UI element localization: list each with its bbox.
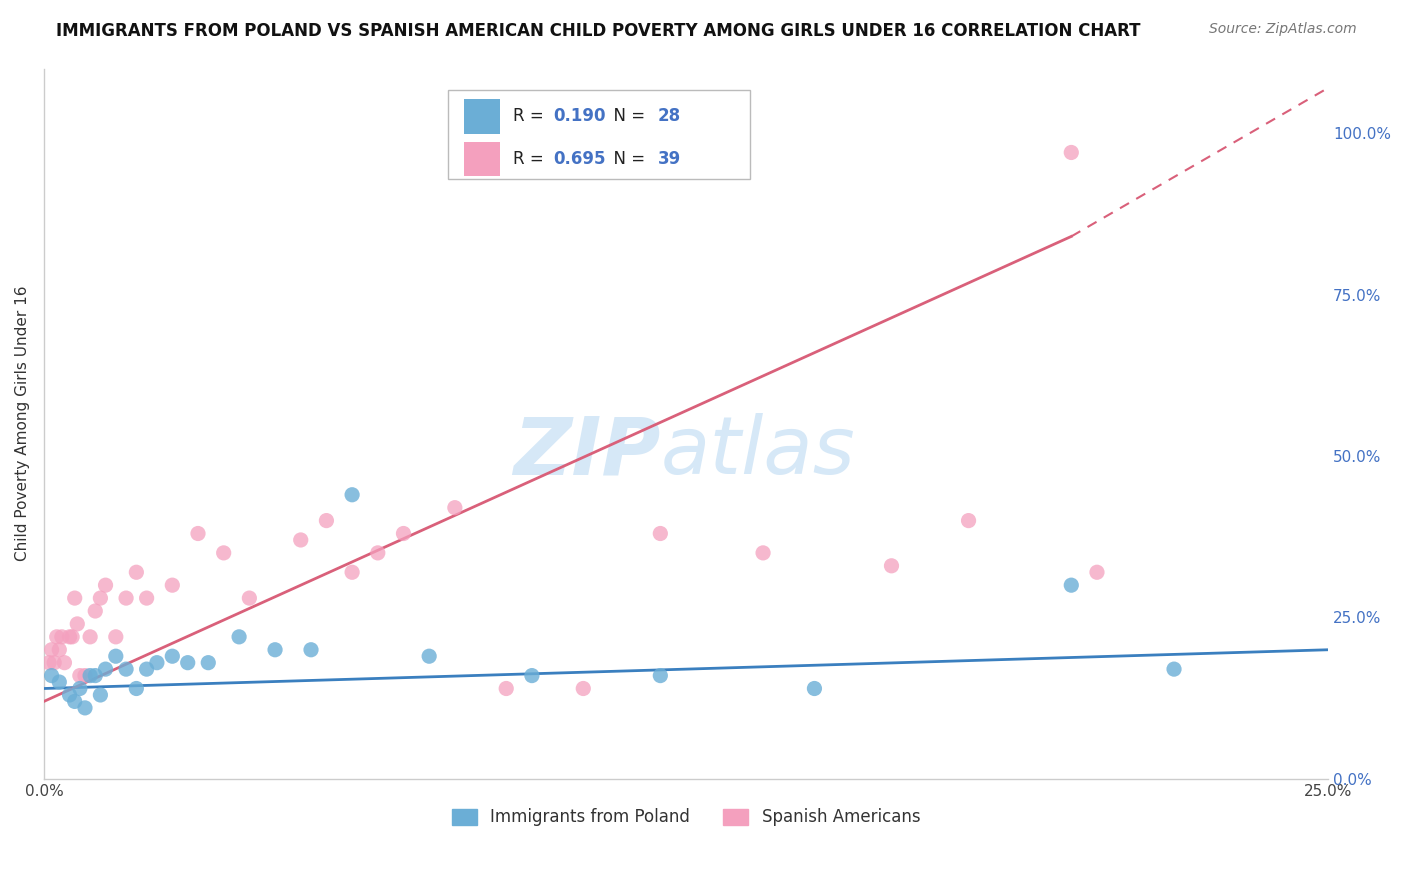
Point xyxy=(73,668,96,682)
Point xyxy=(340,566,363,580)
Point xyxy=(238,591,260,606)
Point xyxy=(1163,662,1185,676)
Point xyxy=(89,591,111,606)
Point xyxy=(115,591,138,606)
Point xyxy=(957,514,980,528)
Point xyxy=(264,642,287,657)
Point xyxy=(752,546,775,560)
Point xyxy=(84,668,107,682)
Text: Source: ZipAtlas.com: Source: ZipAtlas.com xyxy=(1209,22,1357,37)
Point xyxy=(572,681,595,696)
FancyBboxPatch shape xyxy=(449,90,751,178)
Point xyxy=(94,662,117,676)
Text: IMMIGRANTS FROM POLAND VS SPANISH AMERICAN CHILD POVERTY AMONG GIRLS UNDER 16 CO: IMMIGRANTS FROM POLAND VS SPANISH AMERIC… xyxy=(56,22,1140,40)
Text: 0.695: 0.695 xyxy=(554,150,606,168)
Point xyxy=(803,681,825,696)
Point xyxy=(58,630,80,644)
Point xyxy=(73,701,96,715)
Point xyxy=(187,526,209,541)
Point xyxy=(63,591,86,606)
Point xyxy=(495,681,517,696)
Point xyxy=(162,649,184,664)
Text: 0.190: 0.190 xyxy=(554,107,606,126)
Y-axis label: Child Poverty Among Girls Under 16: Child Poverty Among Girls Under 16 xyxy=(15,286,30,561)
Point xyxy=(104,630,127,644)
Point xyxy=(135,662,157,676)
Point xyxy=(315,514,337,528)
Point xyxy=(53,656,76,670)
Point xyxy=(197,656,219,670)
Point xyxy=(212,546,235,560)
Point xyxy=(94,578,117,592)
Point xyxy=(115,662,138,676)
Point xyxy=(146,656,169,670)
Point xyxy=(162,578,184,592)
Text: R =: R = xyxy=(513,107,548,126)
Text: R =: R = xyxy=(513,150,548,168)
Point xyxy=(66,616,89,631)
Legend: Immigrants from Poland, Spanish Americans: Immigrants from Poland, Spanish American… xyxy=(443,800,928,835)
Point xyxy=(1060,578,1083,592)
Point xyxy=(650,526,672,541)
Point xyxy=(79,630,101,644)
Point xyxy=(44,656,66,670)
Point xyxy=(228,630,250,644)
Point xyxy=(520,668,543,682)
Point xyxy=(38,656,60,670)
Point xyxy=(79,668,101,682)
Point xyxy=(45,630,67,644)
Point xyxy=(135,591,157,606)
Point xyxy=(290,533,312,547)
Point xyxy=(48,675,70,690)
Point xyxy=(41,642,63,657)
Point xyxy=(880,558,903,573)
Point xyxy=(125,566,148,580)
Point xyxy=(650,668,672,682)
Point xyxy=(41,668,63,682)
Point xyxy=(340,488,363,502)
Point xyxy=(63,694,86,708)
Point xyxy=(367,546,389,560)
Point xyxy=(104,649,127,664)
Point xyxy=(69,681,91,696)
Text: N =: N = xyxy=(603,150,650,168)
Point xyxy=(125,681,148,696)
Point xyxy=(299,642,322,657)
Point xyxy=(1085,566,1108,580)
Text: N =: N = xyxy=(603,107,650,126)
Text: ZIP: ZIP xyxy=(513,413,661,491)
Point xyxy=(58,688,80,702)
Point xyxy=(69,668,91,682)
Point xyxy=(89,688,111,702)
Point xyxy=(84,604,107,618)
Point xyxy=(418,649,440,664)
Text: atlas: atlas xyxy=(661,413,855,491)
Text: 39: 39 xyxy=(658,150,681,168)
Point xyxy=(60,630,83,644)
Point xyxy=(444,500,467,515)
Point xyxy=(392,526,415,541)
Point xyxy=(51,630,73,644)
Point xyxy=(177,656,200,670)
Point xyxy=(48,642,70,657)
FancyBboxPatch shape xyxy=(464,142,499,176)
Text: 28: 28 xyxy=(658,107,681,126)
FancyBboxPatch shape xyxy=(464,99,499,134)
Point xyxy=(1060,145,1083,160)
